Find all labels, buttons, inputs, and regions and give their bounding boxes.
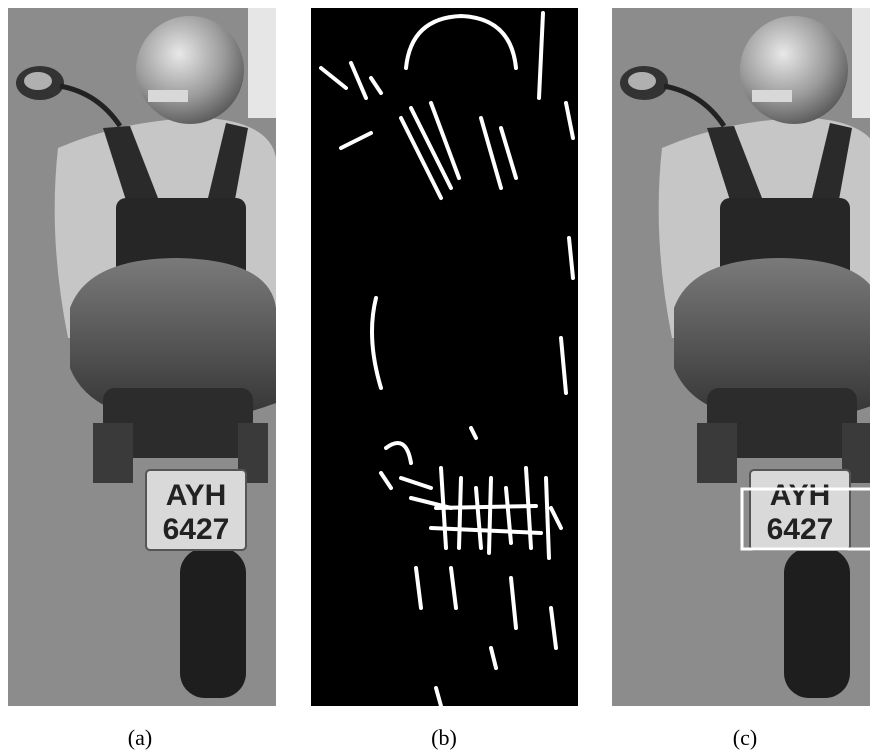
caption: (c): [733, 725, 757, 750]
caption: (a): [128, 725, 152, 750]
plate-text: AYH: [166, 479, 227, 512]
panel-a: AYH 6427: [8, 8, 276, 706]
plate-text: 6427: [767, 513, 834, 546]
panel-b: [311, 8, 578, 706]
figure: AYH 6427 AYH 6427 (a) (b) (c): [0, 0, 870, 753]
caption: (b): [431, 725, 457, 750]
plate-text: AYH: [770, 479, 831, 512]
panel-c: AYH 6427: [612, 8, 870, 706]
plate-text: 6427: [163, 513, 230, 546]
